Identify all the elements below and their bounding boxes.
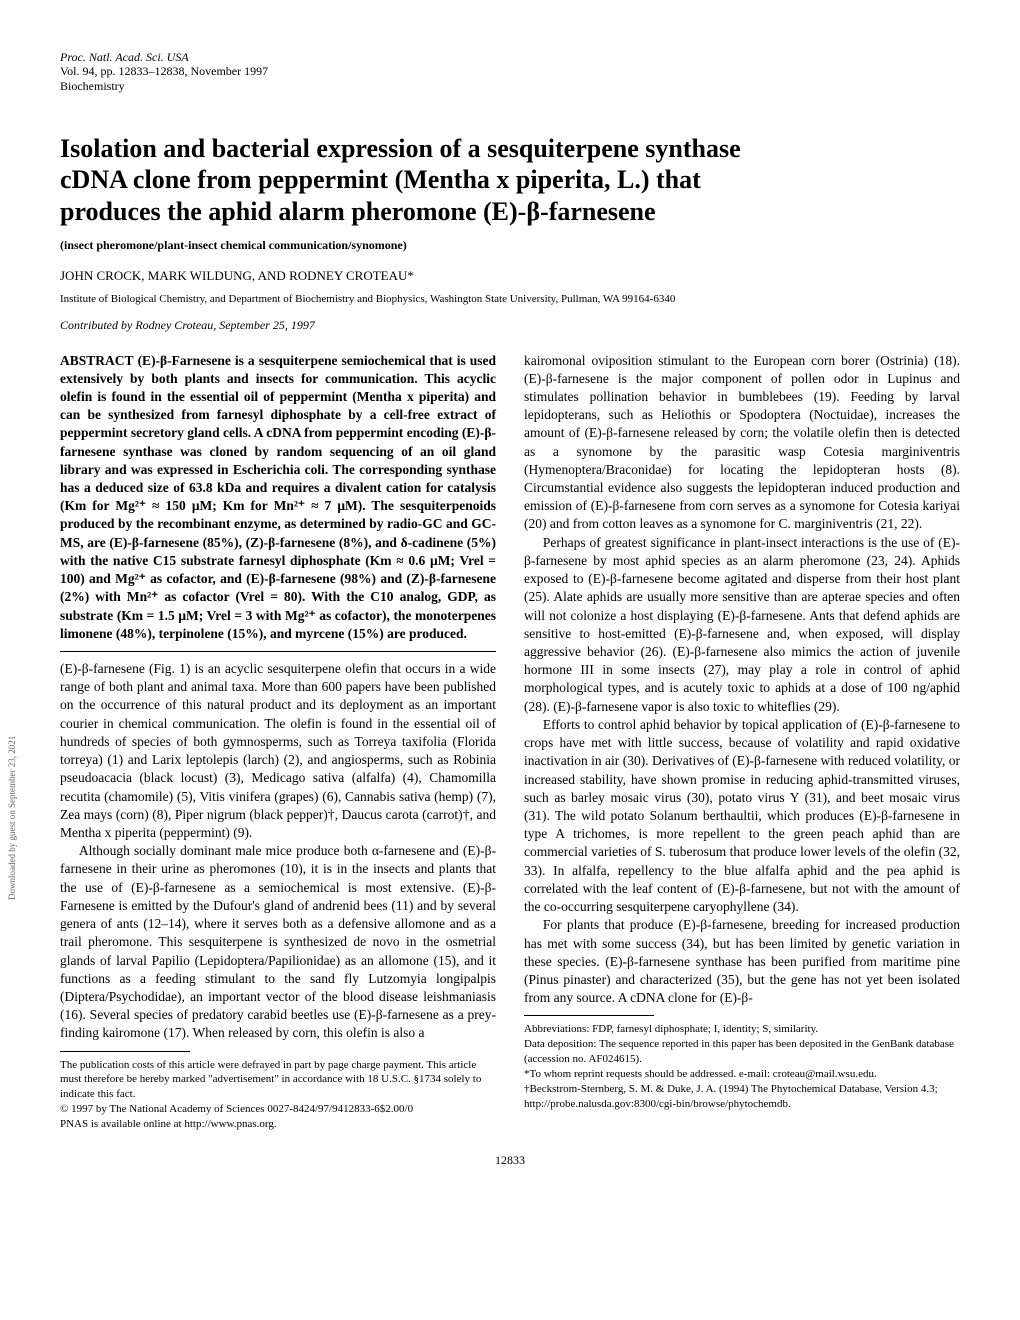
two-column-body: ABSTRACT (E)-β-Farnesene is a sesquiterp…	[60, 352, 960, 1132]
abstract-label: ABSTRACT	[60, 353, 134, 368]
right-paragraph-2: Perhaps of greatest significance in plan…	[524, 534, 960, 716]
right-footnote-2: Data deposition: The sequence reported i…	[524, 1037, 960, 1067]
download-side-note: Downloaded by guest on September 23, 202…	[6, 736, 18, 900]
article-title: Isolation and bacterial expression of a …	[60, 133, 960, 227]
title-line-1: Isolation and bacterial expression of a …	[60, 134, 741, 163]
footnote-rule-left	[60, 1051, 190, 1052]
journal-section: Biochemistry	[60, 79, 125, 93]
right-column: kairomonal oviposition stimulant to the …	[524, 352, 960, 1132]
journal-proc: Proc. Natl. Acad. Sci. USA	[60, 50, 189, 64]
journal-reference: Proc. Natl. Acad. Sci. USA Vol. 94, pp. …	[60, 50, 960, 93]
title-line-3: produces the aphid alarm pheromone (E)-β…	[60, 197, 656, 226]
left-paragraph-1: (E)-β-farnesene (Fig. 1) is an acyclic s…	[60, 660, 496, 842]
authors-line: JOHN CROCK, MARK WILDUNG, AND RODNEY CRO…	[60, 267, 960, 285]
abstract-paragraph: ABSTRACT (E)-β-Farnesene is a sesquiterp…	[60, 352, 496, 644]
left-footnote-3: PNAS is available online at http://www.p…	[60, 1117, 496, 1132]
right-footnote-3: *To whom reprint requests should be addr…	[524, 1067, 960, 1082]
page-number: 12833	[60, 1152, 960, 1168]
left-footnote-2: © 1997 by The National Academy of Scienc…	[60, 1102, 496, 1117]
right-footnote-4: †Beckstrom-Sternberg, S. M. & Duke, J. A…	[524, 1082, 960, 1112]
contributed-line: Contributed by Rodney Croteau, September…	[60, 317, 960, 333]
affiliation: Institute of Biological Chemistry, and D…	[60, 292, 960, 307]
abstract-text: (E)-β-Farnesene is a sesquiterpene semio…	[60, 353, 496, 641]
journal-vol: Vol. 94, pp. 12833–12838, November 1997	[60, 64, 268, 78]
left-footnote-1: The publication costs of this article we…	[60, 1058, 496, 1103]
left-column: ABSTRACT (E)-β-Farnesene is a sesquiterp…	[60, 352, 496, 1132]
footnote-rule-right	[524, 1015, 654, 1016]
left-paragraph-2: Although socially dominant male mice pro…	[60, 842, 496, 1042]
right-footnote-1: Abbreviations: FDP, farnesyl diphosphate…	[524, 1022, 960, 1037]
abstract-separator	[60, 651, 496, 652]
right-paragraph-1: kairomonal oviposition stimulant to the …	[524, 352, 960, 534]
right-paragraph-3: Efforts to control aphid behavior by top…	[524, 716, 960, 916]
title-line-2: cDNA clone from peppermint (Mentha x pip…	[60, 165, 701, 194]
right-paragraph-4: For plants that produce (E)-β-farnesene,…	[524, 916, 960, 1007]
article-subtitle: (insect pheromone/plant-insect chemical …	[60, 237, 960, 253]
